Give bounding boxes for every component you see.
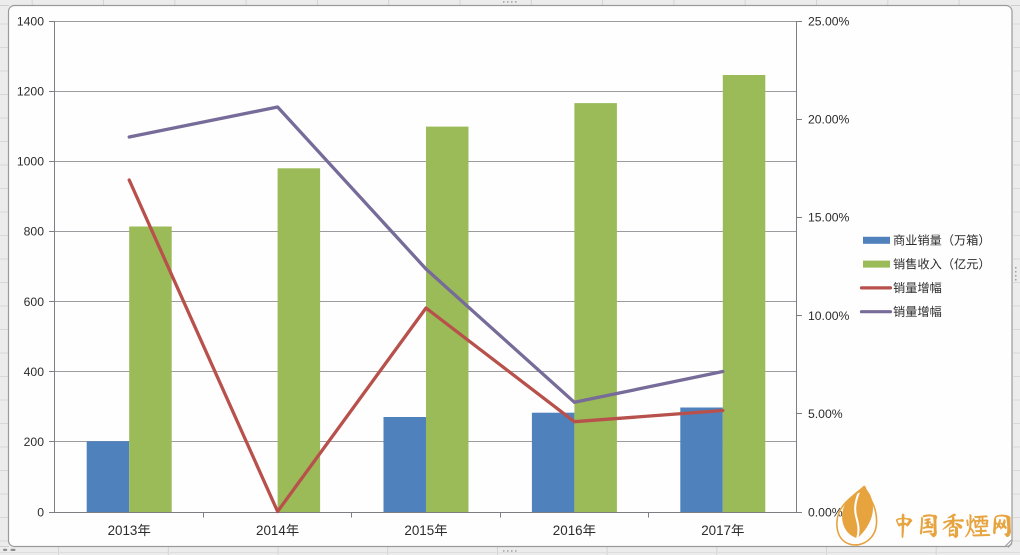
svg-text:2017: 2017 <box>701 523 731 538</box>
svg-text:10.00%: 10.00% <box>808 309 849 323</box>
svg-text:1000: 1000 <box>17 155 44 169</box>
svg-text:2016: 2016 <box>553 523 583 538</box>
svg-text:1200: 1200 <box>17 84 44 98</box>
svg-text:400: 400 <box>24 365 45 379</box>
svg-text:0: 0 <box>37 505 44 519</box>
svg-text:20.00%: 20.00% <box>808 113 849 127</box>
svg-text:1400: 1400 <box>17 14 44 28</box>
svg-text:2013: 2013 <box>108 523 138 538</box>
svg-text:800: 800 <box>24 225 45 239</box>
svg-text:200: 200 <box>24 435 45 449</box>
svg-text:0.00%: 0.00% <box>808 505 843 519</box>
svg-text:15.00%: 15.00% <box>808 211 849 225</box>
svg-text:5.00%: 5.00% <box>808 407 843 421</box>
svg-text:600: 600 <box>24 295 45 309</box>
svg-text:2015: 2015 <box>404 523 434 538</box>
svg-text:2014: 2014 <box>256 523 286 538</box>
svg-text:25.00%: 25.00% <box>808 14 849 28</box>
